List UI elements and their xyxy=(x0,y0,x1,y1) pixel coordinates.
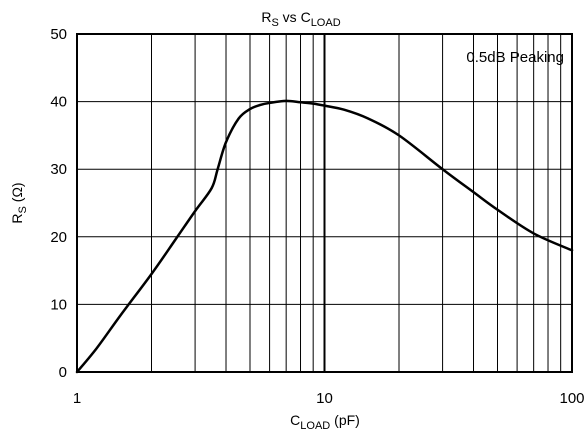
x-tick-label: 10 xyxy=(316,390,333,407)
annotation: 0.5dB Peaking xyxy=(466,49,564,66)
chart-title: RS vs CLOAD xyxy=(261,9,340,29)
grid xyxy=(77,34,572,372)
x-tick-label: 1 xyxy=(73,390,81,407)
x-tick-labels: 1 10 100 xyxy=(73,390,585,407)
y-tick-label: 30 xyxy=(50,161,67,178)
series-line xyxy=(75,99,574,374)
x-tick-label: 100 xyxy=(559,390,584,407)
y-tick-label: 10 xyxy=(50,296,67,313)
y-tick-labels: 0 10 20 30 40 50 xyxy=(50,26,67,381)
y-tick-label: 20 xyxy=(50,229,67,246)
plot-frame xyxy=(76,33,573,373)
x-axis-label: CLOAD (pF) xyxy=(290,412,360,432)
y-axis-label: RS (Ω) xyxy=(9,182,29,223)
y-tick-label: 0 xyxy=(59,364,67,381)
y-tick-label: 50 xyxy=(50,26,67,43)
y-tick-label: 40 xyxy=(50,94,67,111)
